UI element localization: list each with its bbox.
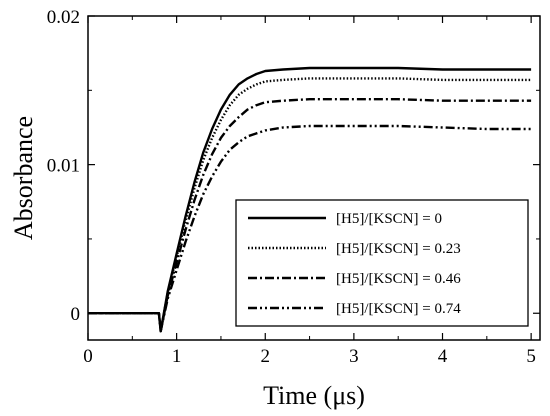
y-tick-label-0: 0 xyxy=(71,304,81,325)
x-tick-label-4: 4 xyxy=(438,346,448,367)
x-tick-label-0: 0 xyxy=(83,346,93,367)
y-axis-title: Absorbance xyxy=(9,116,38,240)
legend-label-3: [H5]/[KSCN] = 0.74 xyxy=(336,301,461,317)
legend-label-0: [H5]/[KSCN] = 0 xyxy=(336,211,442,227)
x-tick-label-5: 5 xyxy=(526,346,536,367)
x-tick-label-3: 3 xyxy=(349,346,359,367)
x-tick-label-1: 1 xyxy=(172,346,182,367)
y-tick-label-2: 0.02 xyxy=(47,7,80,28)
x-tick-label-2: 2 xyxy=(261,346,271,367)
series-layer xyxy=(88,66,532,333)
series-line-3 xyxy=(88,124,532,333)
legend-label-1: [H5]/[KSCN] = 0.23 xyxy=(336,241,461,257)
x-axis-title: Time (μs) xyxy=(263,381,365,410)
legend-box xyxy=(235,199,529,327)
legend-label-2: [H5]/[KSCN] = 0.46 xyxy=(336,271,461,287)
legend: [H5]/[KSCN] = 0 [H5]/[KSCN] = 0.23 [H5]/[K… xyxy=(235,199,529,327)
plot-frame xyxy=(87,15,541,341)
ticks-layer: 0 1 2 3 4 5 0 0.01 0.02 xyxy=(47,7,540,367)
y-tick-label-1: 0.01 xyxy=(47,156,80,177)
